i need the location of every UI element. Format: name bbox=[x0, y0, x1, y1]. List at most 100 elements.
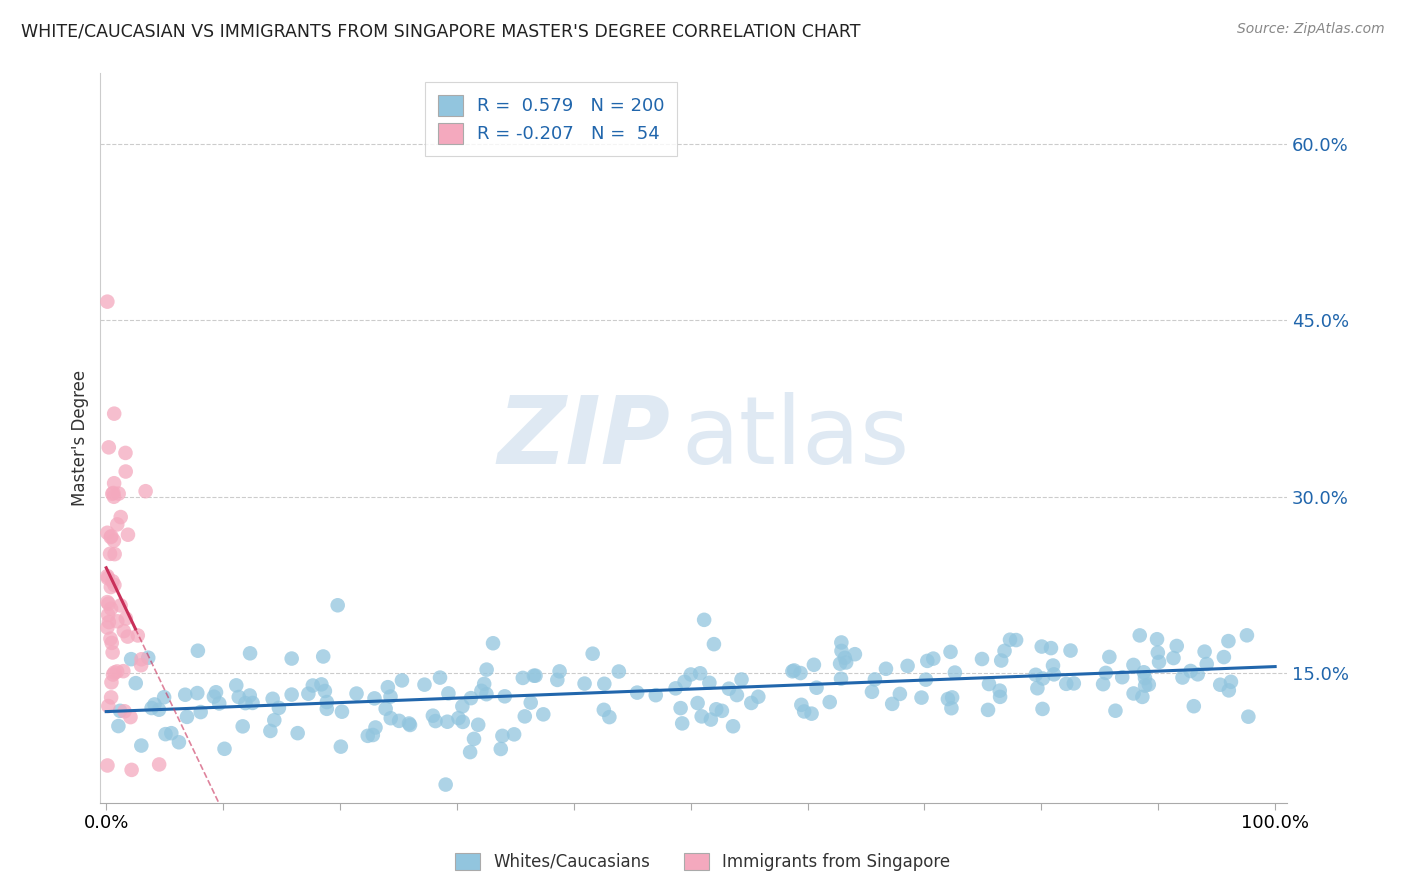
Point bbox=[108, 704, 131, 718]
Point bbox=[939, 645, 962, 659]
Point bbox=[1209, 678, 1232, 692]
Point bbox=[1236, 628, 1258, 642]
Point bbox=[783, 664, 806, 678]
Point bbox=[993, 644, 1015, 658]
Point bbox=[673, 674, 696, 689]
Point bbox=[214, 741, 236, 756]
Point bbox=[806, 681, 828, 695]
Point bbox=[311, 677, 333, 691]
Point bbox=[607, 665, 630, 679]
Point bbox=[100, 632, 122, 646]
Point bbox=[1122, 686, 1144, 700]
Point bbox=[936, 692, 959, 706]
Point bbox=[125, 676, 148, 690]
Point bbox=[882, 697, 904, 711]
Point bbox=[1133, 665, 1156, 680]
Point bbox=[315, 695, 337, 709]
Point bbox=[703, 637, 725, 651]
Point bbox=[1220, 674, 1243, 689]
Point bbox=[1042, 658, 1064, 673]
Point bbox=[267, 701, 290, 715]
Point bbox=[103, 476, 125, 491]
Point bbox=[148, 703, 170, 717]
Point bbox=[671, 716, 693, 731]
Point bbox=[120, 652, 142, 666]
Point bbox=[1122, 657, 1144, 672]
Point bbox=[917, 654, 939, 668]
Point bbox=[100, 580, 122, 594]
Point bbox=[725, 688, 748, 702]
Point bbox=[208, 697, 231, 711]
Point bbox=[1187, 667, 1209, 681]
Point bbox=[626, 685, 648, 699]
Point bbox=[301, 679, 323, 693]
Point bbox=[110, 599, 132, 613]
Point bbox=[101, 645, 124, 659]
Point bbox=[153, 690, 176, 705]
Point bbox=[494, 690, 516, 704]
Point bbox=[422, 708, 444, 723]
Point bbox=[491, 729, 513, 743]
Point bbox=[228, 690, 250, 704]
Point bbox=[103, 533, 125, 548]
Point bbox=[160, 726, 183, 740]
Point bbox=[263, 713, 285, 727]
Point bbox=[598, 710, 620, 724]
Point bbox=[1130, 690, 1153, 704]
Point bbox=[429, 671, 451, 685]
Point bbox=[202, 690, 225, 704]
Point bbox=[127, 628, 149, 642]
Point bbox=[174, 688, 197, 702]
Point bbox=[131, 652, 153, 666]
Point bbox=[346, 687, 368, 701]
Point bbox=[977, 703, 1000, 717]
Point bbox=[187, 644, 209, 658]
Point bbox=[131, 739, 153, 753]
Point bbox=[475, 663, 498, 677]
Point bbox=[357, 729, 380, 743]
Point bbox=[100, 530, 122, 544]
Point bbox=[460, 691, 482, 706]
Point bbox=[782, 665, 804, 679]
Point bbox=[143, 698, 166, 712]
Point bbox=[97, 607, 120, 622]
Point bbox=[519, 696, 541, 710]
Point bbox=[361, 728, 384, 742]
Point bbox=[105, 665, 128, 679]
Point bbox=[1137, 677, 1160, 691]
Point bbox=[717, 681, 740, 696]
Point bbox=[1133, 679, 1156, 693]
Point bbox=[546, 673, 568, 687]
Point bbox=[176, 710, 198, 724]
Point bbox=[104, 547, 127, 561]
Point bbox=[451, 699, 474, 714]
Point bbox=[437, 686, 460, 700]
Point bbox=[669, 701, 692, 715]
Point bbox=[100, 675, 122, 690]
Point bbox=[239, 646, 262, 660]
Point bbox=[1146, 646, 1168, 660]
Point bbox=[915, 673, 938, 687]
Text: WHITE/CAUCASIAN VS IMMIGRANTS FROM SINGAPORE MASTER'S DEGREE CORRELATION CHART: WHITE/CAUCASIAN VS IMMIGRANTS FROM SINGA… bbox=[21, 22, 860, 40]
Point bbox=[1212, 650, 1234, 665]
Point bbox=[112, 624, 135, 639]
Point bbox=[232, 719, 254, 733]
Point bbox=[96, 569, 118, 583]
Point bbox=[363, 691, 385, 706]
Point bbox=[280, 651, 302, 665]
Point bbox=[830, 657, 852, 671]
Point bbox=[117, 630, 139, 644]
Point bbox=[897, 659, 920, 673]
Point bbox=[235, 696, 257, 710]
Point bbox=[1147, 655, 1170, 669]
Point bbox=[679, 667, 702, 681]
Point bbox=[523, 669, 546, 683]
Point bbox=[1039, 641, 1062, 656]
Point bbox=[1111, 670, 1133, 684]
Point bbox=[1031, 640, 1053, 654]
Point bbox=[117, 527, 139, 541]
Point bbox=[524, 668, 547, 682]
Point bbox=[1031, 702, 1053, 716]
Point bbox=[1104, 704, 1126, 718]
Point bbox=[96, 294, 118, 309]
